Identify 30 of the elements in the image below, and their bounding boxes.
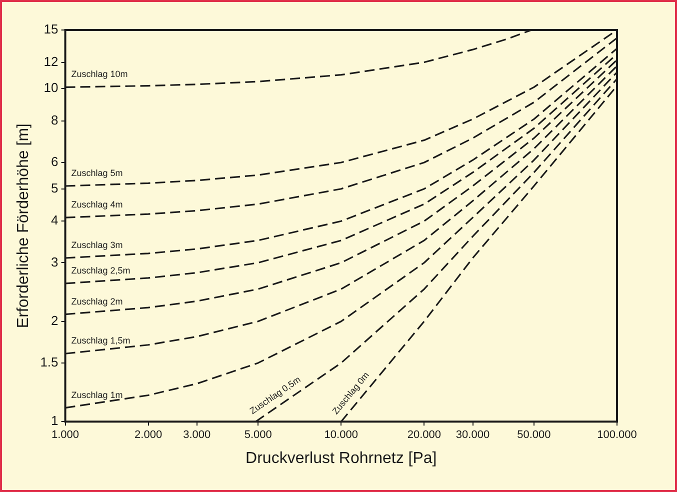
series-label: Zuschlag 1,5m xyxy=(71,336,130,346)
x-tick-label: 100.000 xyxy=(597,429,637,442)
series-label: Zuschlag 2m xyxy=(71,296,123,306)
x-tick-label: 1.000 xyxy=(52,429,80,442)
y-tick-label: 1.5 xyxy=(40,354,58,370)
series-label: Zuschlag 4m xyxy=(71,200,123,210)
x-tick-label: 30.000 xyxy=(456,429,490,442)
series-label: Zuschlag 3m xyxy=(71,240,123,250)
y-tick-label: 10 xyxy=(44,80,58,96)
y-tick-label: 2 xyxy=(51,312,58,328)
y-tick-label: 1 xyxy=(51,413,58,428)
y-tick-label: 3 xyxy=(51,254,58,270)
x-tick-label: 3.000 xyxy=(183,429,211,442)
series-label: Zuschlag 10m xyxy=(71,69,128,80)
y-axis-title: Erforderliche Förderhöhe [m] xyxy=(15,124,32,328)
series-label: Zuschlag 2,5m xyxy=(71,265,130,276)
x-axis-title: Druckverlust Rohrnetz [Pa] xyxy=(246,450,437,467)
y-tick-label: 15 xyxy=(44,22,58,37)
series-label: Zuschlag 5m xyxy=(71,168,123,178)
x-tick-label: 2.000 xyxy=(134,429,162,442)
y-tick-label: 12 xyxy=(44,54,58,69)
y-tick-label: 4 xyxy=(51,212,58,228)
series-label: Zuschlag 1m xyxy=(71,390,123,400)
y-tick-label: 8 xyxy=(51,112,58,128)
x-tick-label: 50.000 xyxy=(517,429,551,442)
x-tick-label: 5.000 xyxy=(244,429,272,442)
y-tick-label: 5 xyxy=(51,180,58,196)
x-tick-label: 20.000 xyxy=(407,429,442,442)
x-tick-label: 10.000 xyxy=(324,429,358,442)
y-tick-label: 6 xyxy=(51,154,58,170)
